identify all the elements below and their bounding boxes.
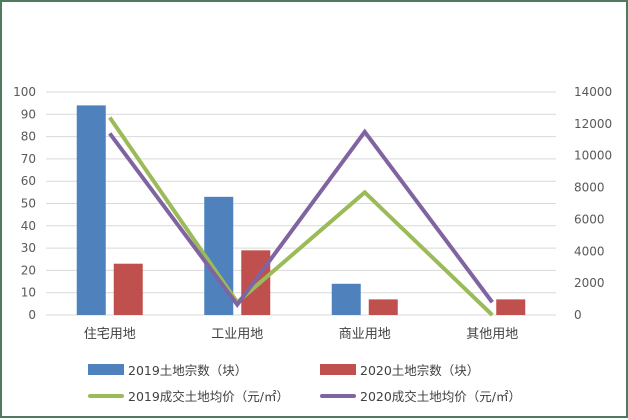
- bar: [496, 299, 526, 315]
- right-axis-tick-label: 2000: [574, 276, 605, 290]
- bar: [204, 196, 234, 315]
- legend-item-2019-count: 2019土地宗数（块）: [88, 360, 247, 379]
- line-series-path: [108, 116, 494, 317]
- bar: [368, 299, 398, 315]
- right-axis-tick-label: 12000: [574, 117, 612, 131]
- left-axis-tick-label: 30: [21, 241, 36, 255]
- right-axis-tick-label: 10000: [574, 149, 612, 163]
- bar: [76, 105, 106, 315]
- left-axis-tick-label: 10: [21, 286, 36, 300]
- right-axis-tick-label: 14000: [574, 85, 612, 99]
- left-axis-ticks: 0 10 20 30 40 50 60 70 80 90 100: [13, 85, 36, 322]
- line-series-path: [108, 128, 494, 309]
- right-axis-tick-label: 6000: [574, 212, 605, 226]
- legend-label: 2020成交土地均价（元/㎡）: [360, 389, 522, 404]
- bar: [113, 263, 143, 315]
- category-label: 商业用地: [339, 327, 391, 342]
- left-axis-tick-label: 80: [21, 130, 36, 144]
- left-axis-tick-label: 100: [13, 85, 36, 99]
- left-axis-tick-label: 40: [21, 219, 36, 233]
- left-axis-tick-label: 20: [21, 263, 36, 277]
- category-label: 工业用地: [211, 327, 263, 342]
- legend-label: 2019土地宗数（块）: [128, 363, 248, 378]
- legend-swatch-line-icon: [320, 393, 356, 398]
- left-axis-tick-label: 60: [21, 174, 36, 188]
- legend-label: 2019成交土地均价（元/㎡）: [128, 389, 290, 404]
- left-axis-tick-label: 70: [21, 152, 36, 166]
- left-axis-tick-label: 90: [21, 107, 36, 121]
- right-axis-tick-label: 0: [574, 308, 582, 322]
- legend-swatch-bar-icon: [88, 364, 124, 375]
- legend-label: 2020土地宗数（块）: [360, 363, 480, 378]
- legend-item-2019-price: 2019成交土地均价（元/㎡）: [88, 386, 289, 405]
- category-label: 住宅用地: [84, 327, 136, 342]
- right-axis-ticks: 0 2000 4000 6000 8000 10000 12000 14000: [574, 85, 612, 322]
- right-axis-tick-label: 8000: [574, 181, 605, 195]
- bar: [331, 283, 361, 315]
- left-axis-tick-label: 0: [28, 308, 36, 322]
- category-axis-labels: 住宅用地 工业用地 商业用地 其他用地: [84, 327, 519, 342]
- legend-item-2020-price: 2020成交土地均价（元/㎡）: [320, 386, 521, 405]
- legend-item-2020-count: 2020土地宗数（块）: [320, 360, 479, 379]
- right-axis-tick-label: 4000: [574, 244, 605, 258]
- line-series: [108, 116, 494, 317]
- left-axis-tick-label: 50: [21, 197, 36, 211]
- category-label: 其他用地: [466, 327, 518, 342]
- legend-swatch-bar-icon: [320, 364, 356, 375]
- legend-swatch-line-icon: [88, 393, 124, 398]
